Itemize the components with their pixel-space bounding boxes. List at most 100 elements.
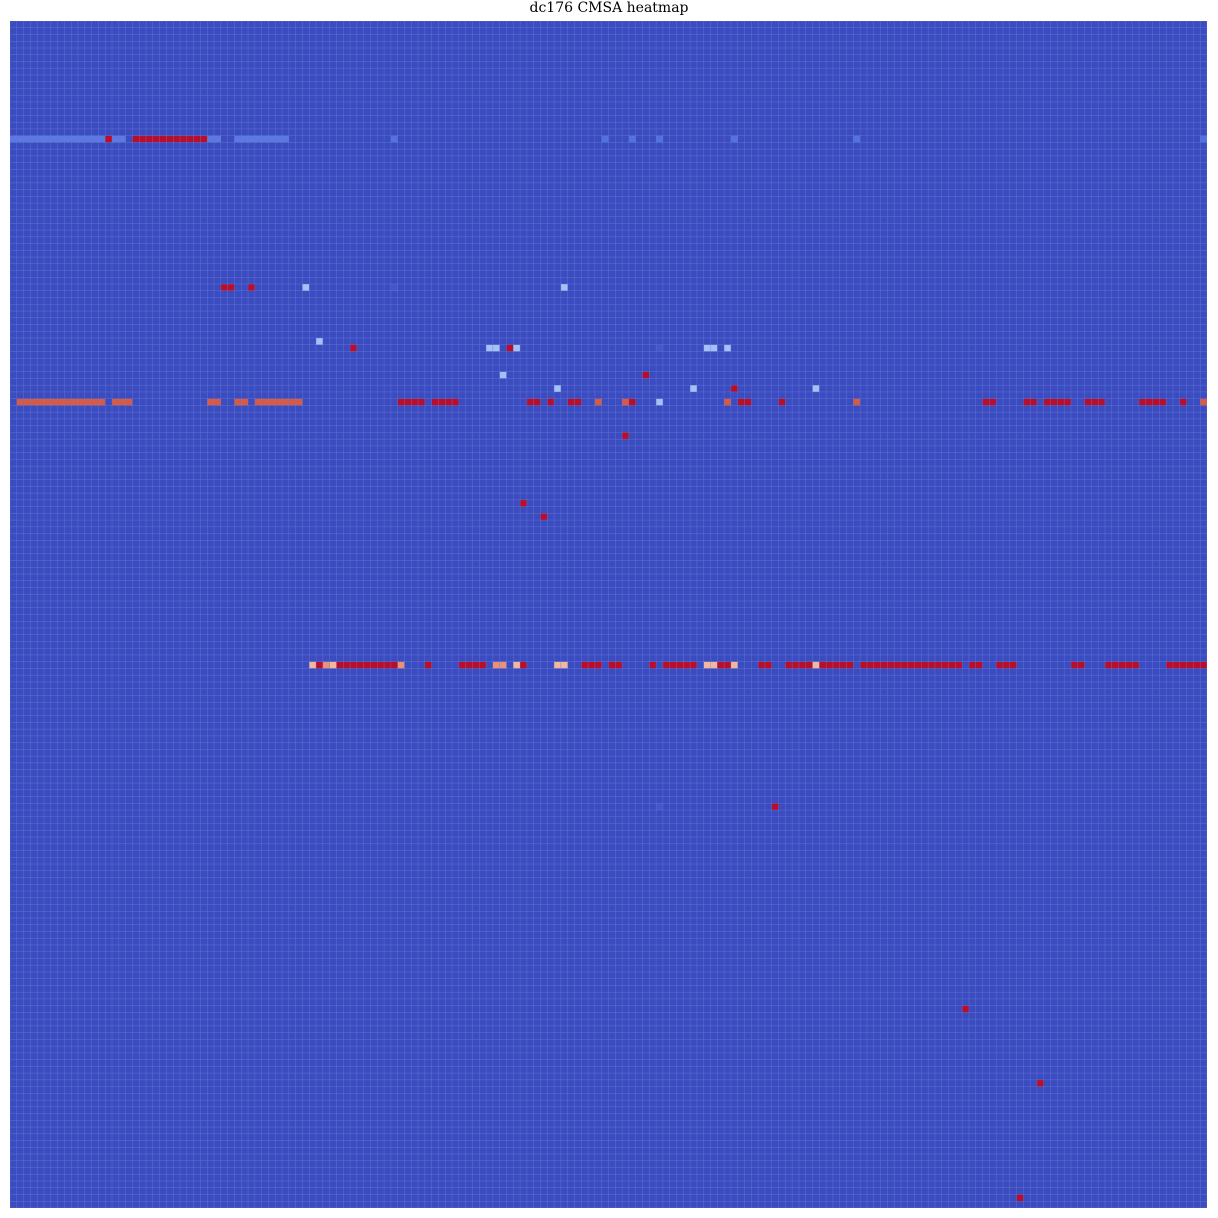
heatmap-cell bbox=[37, 398, 44, 406]
heatmap-cell bbox=[832, 661, 840, 669]
heatmap-cell bbox=[1193, 661, 1201, 669]
heatmap-cell bbox=[227, 284, 235, 291]
heatmap-cell bbox=[112, 398, 119, 406]
heatmap-cell bbox=[295, 398, 303, 406]
heatmap-cell bbox=[234, 398, 242, 406]
heatmap-cell bbox=[57, 398, 65, 406]
heatmap-cell bbox=[717, 661, 725, 669]
heatmap-cell bbox=[608, 661, 616, 669]
heatmap-grid bbox=[10, 21, 1207, 1208]
heatmap-cell bbox=[758, 661, 765, 669]
heatmap-cell bbox=[309, 661, 317, 669]
heatmap-cell bbox=[431, 398, 439, 406]
heatmap-cell bbox=[669, 661, 677, 669]
heatmap-cell bbox=[1009, 661, 1017, 669]
heatmap-cell bbox=[37, 135, 44, 143]
heatmap-cell bbox=[64, 398, 72, 406]
heatmap-cell bbox=[778, 398, 786, 406]
heatmap-cell bbox=[1138, 398, 1146, 406]
heatmap-cell bbox=[44, 398, 51, 406]
heatmap-cell bbox=[866, 661, 874, 669]
heatmap-cell bbox=[520, 661, 527, 669]
heatmap-cell bbox=[465, 661, 473, 669]
heatmap-cell bbox=[968, 661, 976, 669]
heatmap-cell bbox=[1050, 398, 1058, 406]
heatmap-cell bbox=[214, 398, 221, 406]
heatmap-cell bbox=[173, 135, 181, 143]
heatmap-cell bbox=[486, 344, 493, 352]
heatmap-cell bbox=[411, 398, 419, 406]
heatmap-cell bbox=[64, 135, 72, 143]
heatmap-cell bbox=[159, 135, 167, 143]
heatmap-cell bbox=[499, 661, 507, 669]
heatmap-cell bbox=[492, 344, 500, 352]
heatmap-cell bbox=[71, 135, 79, 143]
heatmap-cell bbox=[180, 135, 187, 143]
heatmap-cell bbox=[533, 398, 541, 406]
heatmap-cell bbox=[220, 284, 228, 291]
heatmap-cell bbox=[540, 513, 548, 521]
heatmap-cell bbox=[492, 661, 500, 669]
heatmap-cell bbox=[710, 344, 718, 352]
heatmap-cell bbox=[275, 398, 283, 406]
heatmap-cell bbox=[390, 661, 398, 669]
heatmap-cell bbox=[615, 661, 623, 669]
heatmap-cell bbox=[642, 371, 650, 379]
heatmap-cell bbox=[288, 398, 296, 406]
heatmap-cell bbox=[996, 661, 1003, 669]
heatmap-cell bbox=[594, 661, 602, 669]
heatmap-cell bbox=[44, 135, 51, 143]
heatmap-cell bbox=[948, 661, 956, 669]
heatmap-cell bbox=[907, 661, 915, 669]
heatmap-cell bbox=[1125, 661, 1133, 669]
heatmap-cell bbox=[1104, 661, 1112, 669]
heatmap-cell bbox=[1172, 661, 1180, 669]
heatmap-cell bbox=[336, 661, 344, 669]
heatmap-cell bbox=[30, 398, 38, 406]
heatmap-cell bbox=[792, 661, 799, 669]
heatmap-cell bbox=[186, 135, 194, 143]
heatmap-cell bbox=[16, 135, 24, 143]
heatmap-cell bbox=[628, 135, 636, 143]
heatmap-cell bbox=[424, 661, 432, 669]
heatmap-cell bbox=[628, 398, 636, 406]
heatmap-cell bbox=[588, 661, 595, 669]
heatmap-cell bbox=[982, 398, 990, 406]
heatmap-cell bbox=[955, 661, 963, 669]
heatmap-cell bbox=[1084, 398, 1092, 406]
heatmap-cell bbox=[853, 398, 861, 406]
heatmap-cell bbox=[567, 398, 575, 406]
heatmap-cell bbox=[91, 135, 99, 143]
heatmap-cell bbox=[656, 135, 663, 143]
heatmap-cell bbox=[261, 398, 269, 406]
heatmap-cell bbox=[1132, 661, 1139, 669]
heatmap-cell bbox=[248, 284, 255, 291]
heatmap-cell bbox=[241, 135, 249, 143]
heatmap-cell bbox=[1166, 661, 1173, 669]
heatmap-cell bbox=[254, 135, 262, 143]
heatmap-cell bbox=[934, 661, 942, 669]
heatmap-cell bbox=[730, 661, 738, 669]
heatmap-cell bbox=[900, 661, 908, 669]
heatmap-cell bbox=[1098, 398, 1105, 406]
heatmap-cell bbox=[554, 385, 561, 392]
heatmap-cell bbox=[622, 398, 629, 406]
heatmap-cell bbox=[445, 398, 453, 406]
heatmap-cell bbox=[853, 135, 861, 143]
heatmap-cell bbox=[887, 661, 895, 669]
heatmap-cell bbox=[1200, 398, 1207, 406]
heatmap-cell bbox=[724, 398, 731, 406]
heatmap-cell bbox=[690, 661, 697, 669]
heatmap-cell bbox=[438, 398, 446, 406]
heatmap-cell bbox=[683, 661, 691, 669]
heatmap-cell bbox=[812, 661, 820, 669]
heatmap-cell bbox=[207, 135, 215, 143]
heatmap-cell bbox=[363, 661, 371, 669]
heatmap-cell bbox=[316, 661, 323, 669]
heatmap-cell bbox=[560, 661, 568, 669]
heatmap-cell bbox=[322, 661, 330, 669]
heatmap-cell bbox=[520, 499, 527, 507]
heatmap-cell bbox=[1111, 661, 1119, 669]
heatmap-cell bbox=[703, 344, 711, 352]
heatmap-cell bbox=[601, 135, 609, 143]
